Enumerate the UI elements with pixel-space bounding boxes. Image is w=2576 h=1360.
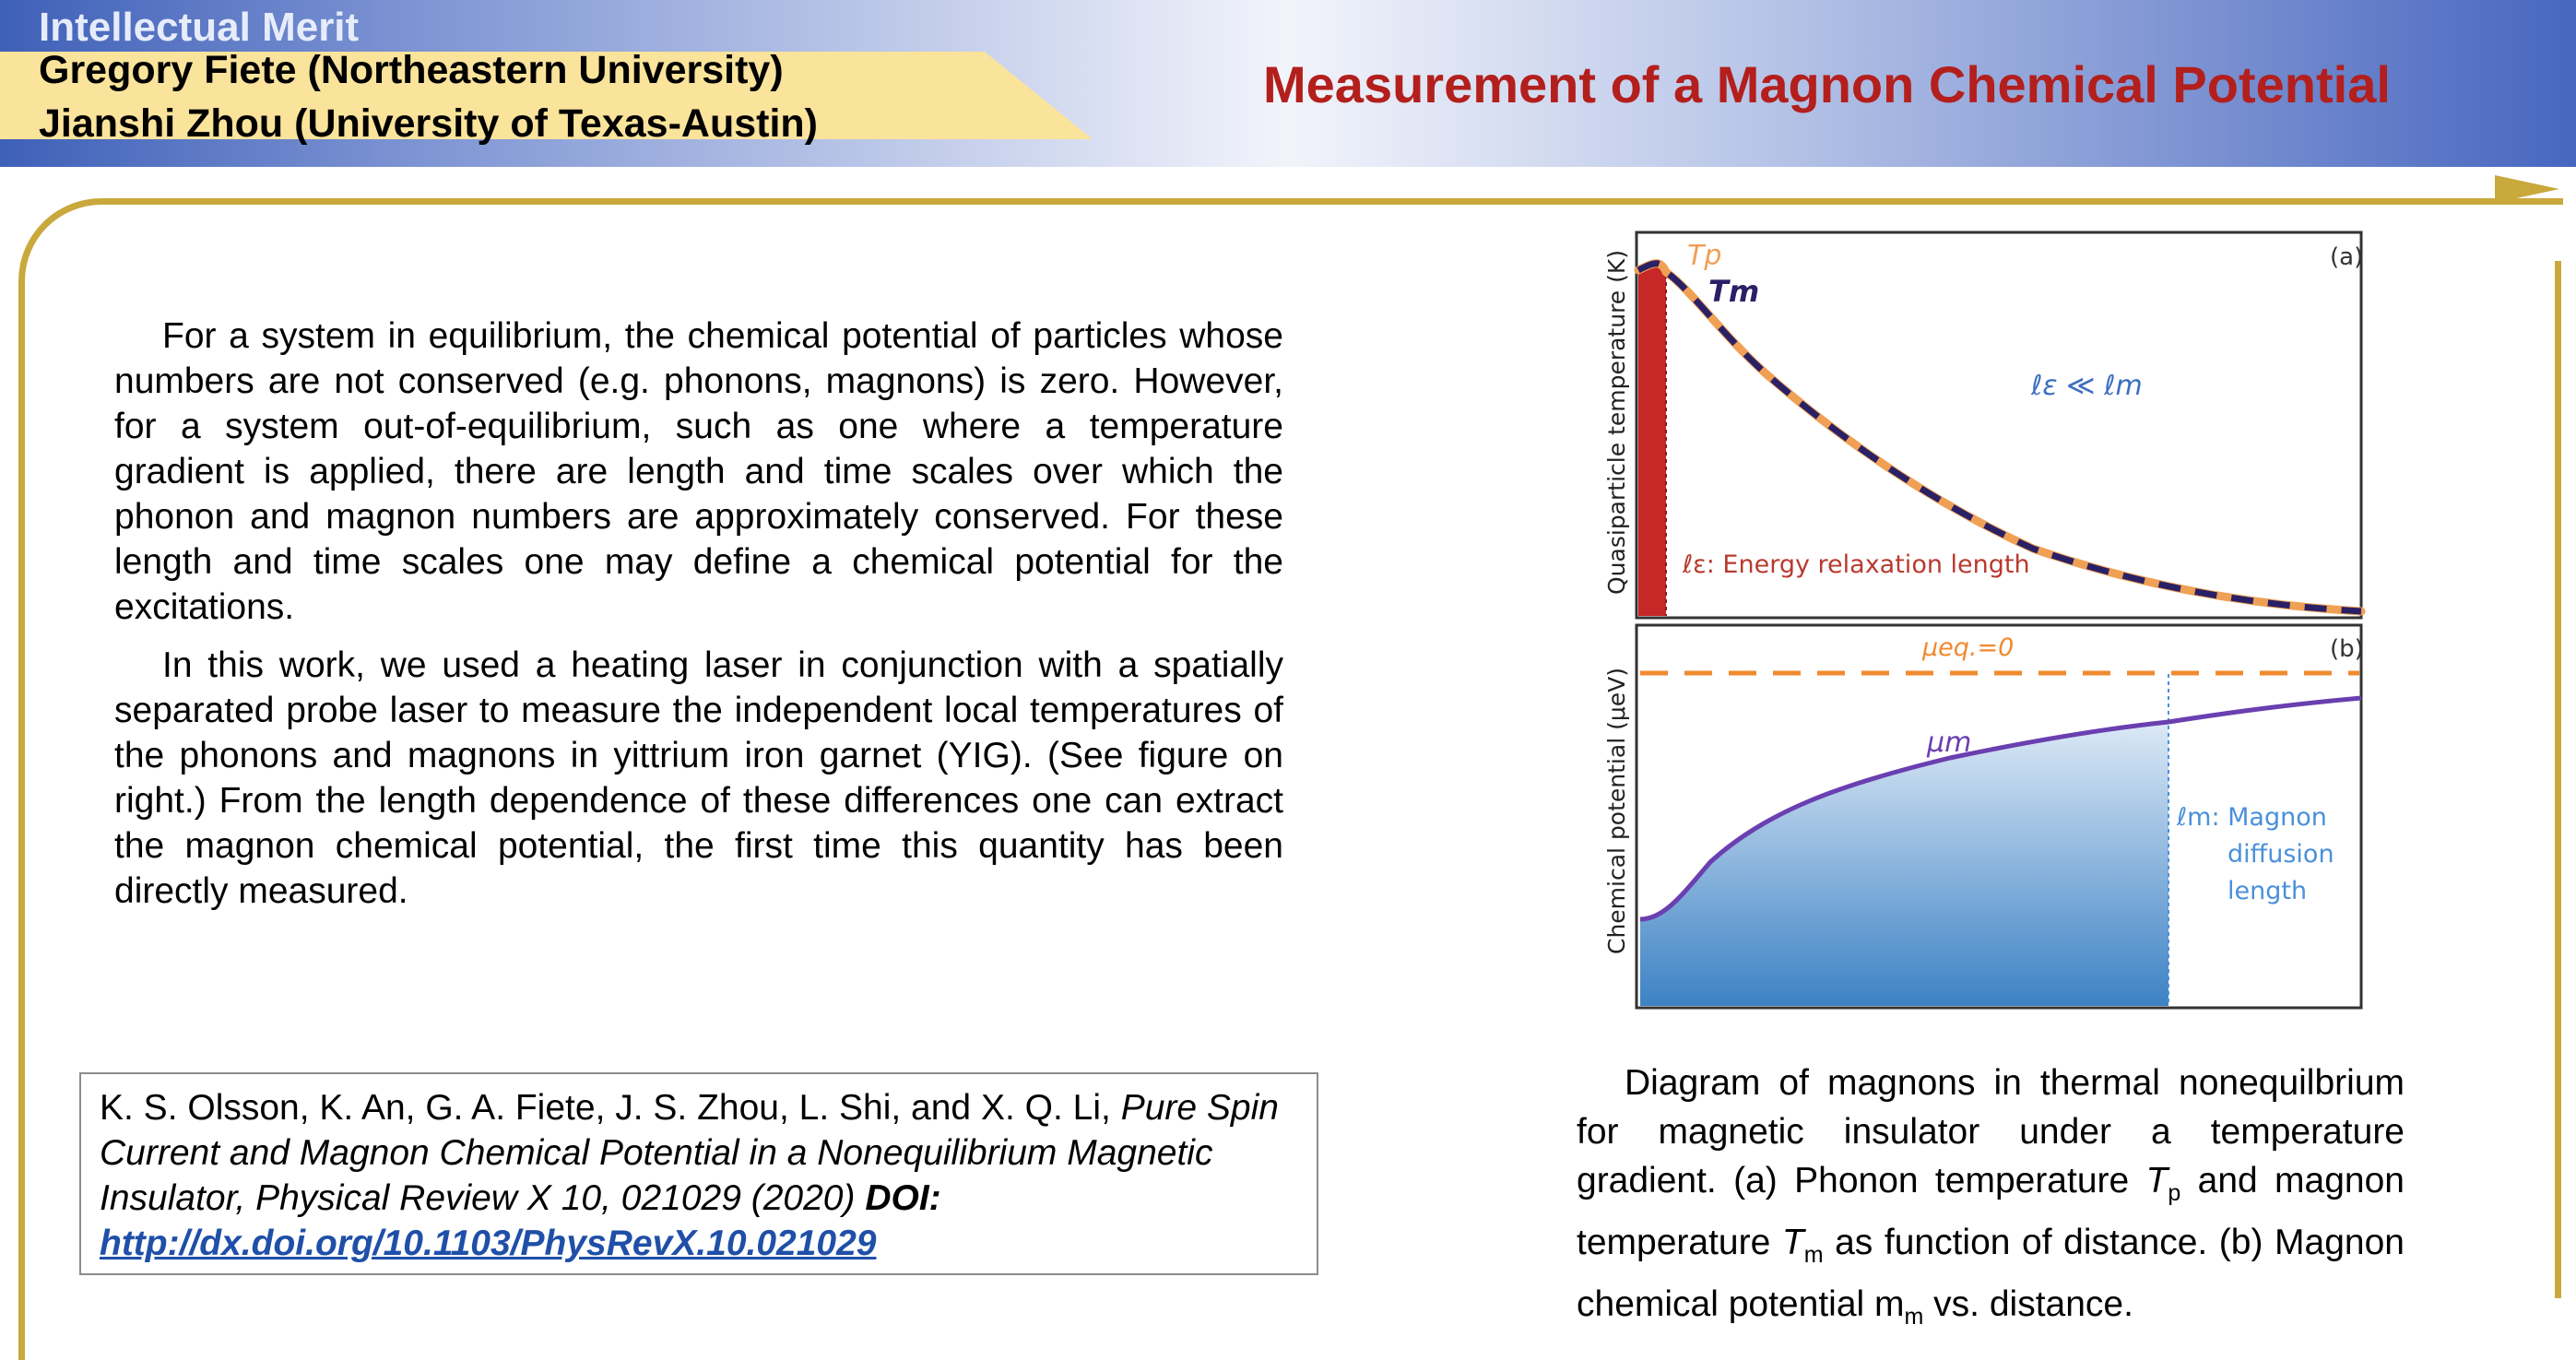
citation-box: K. S. Olsson, K. An, G. A. Fiete, J. S. … — [79, 1072, 1318, 1275]
panel-b-ylabel: Chemical potential (μeV) — [1603, 668, 1630, 954]
diffusion-label-line-3: length — [2227, 877, 2307, 905]
caption-tm-subscript: m — [1803, 1241, 1824, 1268]
doi-link[interactable]: http://dx.doi.org/10.1103/PhysRevX.10.02… — [100, 1224, 877, 1263]
content-frame — [18, 198, 2563, 1360]
tm-curve — [1637, 260, 2362, 615]
author-line-1: Gregory Fiete (Northeastern University) — [39, 48, 784, 92]
caption-tp-subscript: p — [2168, 1179, 2181, 1206]
panel-b-tag: (b) — [2330, 635, 2364, 663]
magnon-figure: Tp Tm ℓε ≪ ℓm ℓε: Energy relaxation leng… — [1603, 231, 2366, 1010]
caption-tm-symbol: T — [1781, 1222, 1804, 1262]
caption-paragraph: Diagram of magnons in thermal nonequilbr… — [1577, 1058, 2405, 1341]
body-paragraph-2: In this work, we used a heating laser in… — [114, 645, 1283, 911]
panel-a-tag: (a) — [2330, 243, 2363, 271]
mu-m-label: μm — [1926, 727, 1971, 759]
diffusion-label-line-1: ℓm: Magnon — [2176, 803, 2327, 832]
diffusion-label-line-2: diffusion — [2227, 840, 2334, 869]
tm-label: Tm — [1708, 274, 1759, 309]
caption-mu-subscript: m — [1904, 1303, 1924, 1330]
figure-caption: Diagram of magnons in thermal nonequilbr… — [1577, 1058, 2405, 1341]
caption-lead: Diagram of magnons in thermal nonequilbr… — [1577, 1063, 2405, 1200]
frame-right-edge — [2555, 261, 2561, 1298]
section-label: Intellectual Merit — [39, 5, 360, 50]
doi-label: DOI: — [865, 1178, 941, 1218]
author-line-2: Jianshi Zhou (University of Texas-Austin… — [39, 101, 818, 146]
body-text: For a system in equilibrium, the chemica… — [114, 313, 1283, 927]
panel-a-frame — [1635, 231, 2363, 620]
citation-title: Pure Spin Current and Magnon Chemical Po… — [100, 1088, 1279, 1218]
caption-mid: and magnon temperature — [1577, 1161, 2405, 1262]
mu-eq-label: μeq.=0 — [1921, 633, 2014, 662]
frame-arrow-icon — [2495, 175, 2559, 203]
panel-b: μeq.=0 μm ℓm: Magnon diffusion length (b… — [1603, 623, 2364, 1010]
tp-label: Tp — [1687, 240, 1721, 272]
caption-after-tm: as function of distance. (b) Magnon chem… — [1577, 1222, 2405, 1324]
header-banner: Intellectual Merit Gregory Fiete (Northe… — [0, 0, 2576, 167]
panel-a-ylabel: Quasiparticle temperature (K) — [1603, 250, 1630, 595]
citation-authors: K. S. Olsson, K. An, G. A. Fiete, J. S. … — [100, 1088, 1111, 1128]
caption-tp-symbol: T — [2145, 1161, 2168, 1200]
caption-end: vs. distance. — [1933, 1283, 2133, 1324]
authors-box — [0, 52, 1093, 139]
panel-a: Tp Tm ℓε ≪ ℓm ℓε: Energy relaxation leng… — [1603, 231, 2366, 620]
length-relation-label: ℓε ≪ ℓm — [2030, 370, 2143, 402]
mu-fill-area — [1640, 722, 2168, 1006]
body-paragraph-1: For a system in equilibrium, the chemica… — [114, 316, 1283, 627]
slide-title: Measurement of a Magnon Chemical Potenti… — [1263, 55, 2391, 113]
mu-m-curve — [1639, 695, 2362, 922]
relaxation-length-label: ℓε: Energy relaxation length — [1682, 550, 2030, 579]
relaxation-length-bar — [1638, 267, 1666, 616]
